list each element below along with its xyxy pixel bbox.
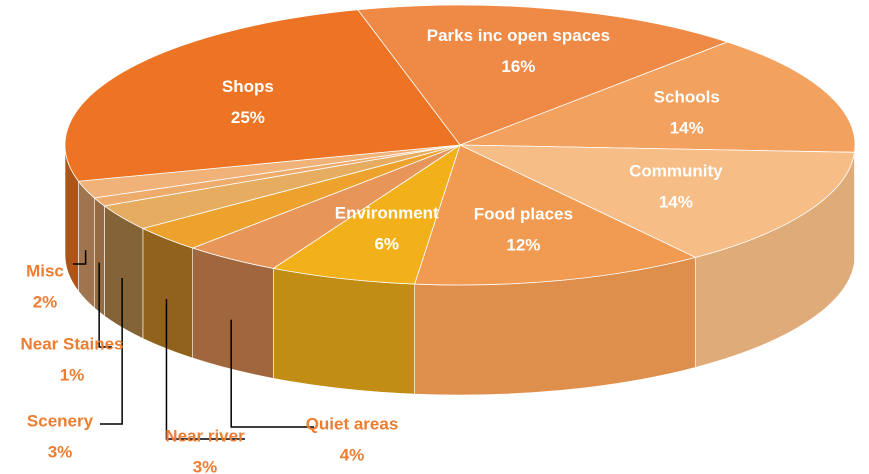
pie-side	[78, 180, 95, 309]
pie-slice	[414, 144, 697, 286]
data-label-name: Environment	[335, 203, 439, 222]
leader-line	[230, 319, 314, 428]
pie-side	[273, 268, 415, 395]
data-label-name: Shops	[222, 77, 274, 96]
data-label-value: 25%	[231, 108, 265, 127]
data-label-name: Parks inc open spaces	[427, 26, 610, 45]
data-label-name: Near river	[165, 426, 245, 445]
data-label-name: Near Staines	[21, 334, 124, 353]
data-label-name: Quiet areas	[306, 414, 399, 433]
data-label-value: 14%	[670, 119, 704, 138]
pie-slice	[64, 9, 461, 182]
data-label-value: 4%	[340, 445, 365, 464]
pie-side	[192, 247, 274, 379]
data-label-value: 14%	[659, 193, 693, 212]
data-label-name: Community	[629, 162, 723, 181]
data-label-value: 3%	[193, 457, 218, 474]
pie-slice	[459, 41, 856, 153]
data-label-name: Schools	[654, 88, 720, 107]
leader-line	[73, 250, 87, 265]
leader-line	[98, 262, 112, 348]
data-label-value: 16%	[501, 57, 535, 76]
leader-line	[100, 278, 123, 425]
data-label-name: Food places	[474, 204, 573, 223]
pie-side	[142, 227, 193, 359]
pie-slice	[459, 144, 855, 258]
pie-slice	[357, 4, 729, 146]
data-label-value: 3%	[48, 442, 73, 461]
data-label-value: 2%	[33, 292, 58, 311]
pie-sides	[64, 144, 856, 396]
data-label-value: 12%	[506, 235, 540, 254]
leader-line	[165, 299, 245, 440]
data-label-value: 6%	[374, 234, 399, 253]
data-label-name: Scenery	[27, 411, 94, 430]
data-label-value: 1%	[60, 365, 85, 384]
pie-tops	[64, 4, 856, 286]
pie-slice	[272, 144, 461, 285]
data-label-name: Misc	[26, 261, 64, 280]
